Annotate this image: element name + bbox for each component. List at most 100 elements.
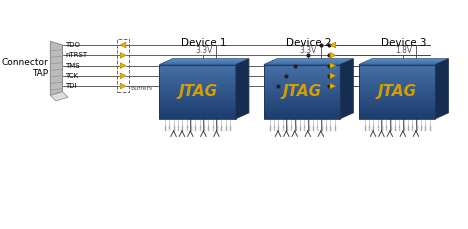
Text: Buffers: Buffers (131, 86, 153, 91)
Text: Device 3: Device 3 (381, 38, 426, 48)
Polygon shape (264, 66, 340, 68)
Polygon shape (330, 63, 336, 68)
Text: TCK: TCK (376, 127, 382, 134)
Polygon shape (366, 61, 443, 62)
Text: TCK: TCK (65, 73, 79, 79)
Polygon shape (264, 99, 340, 101)
Polygon shape (160, 66, 236, 68)
Polygon shape (160, 77, 236, 79)
Text: nTRST: nTRST (395, 127, 404, 137)
Polygon shape (160, 95, 236, 97)
Polygon shape (264, 70, 340, 72)
Text: nTRST: nTRST (300, 127, 309, 137)
Polygon shape (272, 60, 350, 61)
Polygon shape (51, 92, 68, 101)
Polygon shape (330, 42, 336, 48)
Polygon shape (171, 59, 248, 60)
Polygon shape (161, 63, 239, 64)
Polygon shape (361, 63, 438, 64)
Polygon shape (359, 66, 435, 68)
Text: 3.3V: 3.3V (300, 46, 317, 55)
Polygon shape (359, 88, 435, 90)
Polygon shape (330, 73, 336, 79)
Text: 3.3V: 3.3V (196, 46, 213, 55)
Polygon shape (359, 117, 435, 119)
Polygon shape (359, 86, 435, 88)
Polygon shape (359, 77, 435, 79)
Polygon shape (160, 99, 236, 101)
Text: TMS: TMS (184, 127, 191, 134)
Polygon shape (330, 52, 336, 58)
Polygon shape (359, 72, 435, 74)
Polygon shape (359, 97, 435, 99)
Polygon shape (160, 97, 236, 99)
Polygon shape (368, 60, 445, 61)
Polygon shape (359, 65, 435, 66)
Polygon shape (264, 102, 340, 104)
Polygon shape (160, 59, 249, 65)
Polygon shape (264, 113, 340, 115)
Polygon shape (264, 74, 340, 75)
Polygon shape (359, 92, 435, 93)
Polygon shape (359, 108, 435, 110)
Polygon shape (264, 68, 340, 70)
Text: TMS: TMS (289, 127, 296, 134)
Polygon shape (359, 104, 435, 106)
Polygon shape (363, 62, 440, 63)
Polygon shape (264, 90, 340, 92)
Polygon shape (359, 95, 435, 97)
Polygon shape (160, 83, 236, 85)
Polygon shape (120, 83, 126, 89)
Polygon shape (160, 75, 236, 77)
Polygon shape (160, 81, 236, 83)
Text: TDI: TDI (65, 83, 77, 89)
Polygon shape (160, 104, 236, 106)
Polygon shape (264, 85, 340, 86)
Polygon shape (264, 86, 340, 88)
Polygon shape (264, 59, 353, 65)
Polygon shape (168, 60, 245, 61)
Text: TDO: TDO (315, 127, 322, 134)
Polygon shape (359, 106, 435, 108)
Text: TDI: TDI (273, 127, 279, 133)
Polygon shape (359, 93, 435, 95)
Polygon shape (359, 81, 435, 83)
Polygon shape (359, 83, 435, 85)
Polygon shape (51, 41, 63, 95)
Polygon shape (268, 62, 345, 63)
Polygon shape (265, 63, 343, 64)
Text: Device 2: Device 2 (286, 38, 331, 48)
Text: TCK: TCK (176, 127, 183, 134)
Polygon shape (120, 42, 126, 48)
Polygon shape (359, 79, 435, 81)
Polygon shape (160, 92, 236, 93)
Polygon shape (359, 115, 435, 117)
Polygon shape (236, 59, 249, 119)
Text: nTRST: nTRST (196, 127, 205, 137)
Text: JTAG: JTAG (378, 84, 417, 99)
Polygon shape (275, 59, 352, 60)
Polygon shape (264, 75, 340, 77)
Polygon shape (330, 83, 336, 89)
Polygon shape (160, 117, 236, 119)
Polygon shape (264, 108, 340, 110)
Polygon shape (160, 101, 236, 102)
Text: TMS: TMS (65, 63, 80, 68)
Polygon shape (264, 72, 340, 74)
Polygon shape (160, 106, 236, 108)
Text: Device 1: Device 1 (182, 38, 227, 48)
Text: JTAG: JTAG (178, 84, 217, 99)
Polygon shape (160, 93, 236, 95)
Text: TDI: TDI (368, 127, 374, 133)
Polygon shape (359, 59, 448, 65)
Polygon shape (359, 68, 435, 70)
Polygon shape (264, 115, 340, 117)
Polygon shape (264, 92, 340, 93)
Polygon shape (160, 64, 237, 65)
Polygon shape (120, 73, 126, 79)
Polygon shape (160, 88, 236, 90)
Polygon shape (264, 101, 340, 102)
Polygon shape (160, 65, 236, 66)
Polygon shape (359, 64, 436, 65)
Polygon shape (120, 52, 126, 58)
